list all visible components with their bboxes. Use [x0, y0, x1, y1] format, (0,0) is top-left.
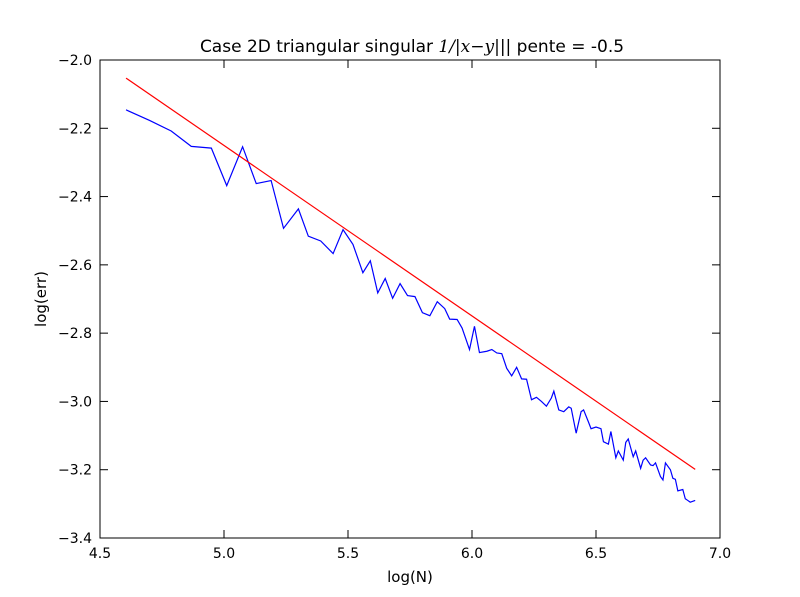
axis-ticks: 4.5 5.0 5.5 6.0 6.5 7.0 −2.0 −2.2 −2.4 −2.6 −2.8 −3…	[58, 53, 731, 562]
title-suffix: || pente = -0.5	[500, 37, 624, 57]
y-tick-label: −2.4	[58, 190, 92, 206]
x-tick-label: 7.0	[709, 546, 731, 562]
x-tick-label: 5.0	[213, 546, 235, 562]
y-tick-label: −2.8	[58, 326, 92, 342]
y-axis-label: log(err)	[32, 271, 50, 327]
plot-area	[125, 77, 696, 503]
chart-title: Case 2D triangular singular 1/|x−y||| pe…	[200, 37, 624, 57]
y-tick-label: −2.6	[58, 258, 92, 274]
x-tick-label: 6.5	[585, 546, 607, 562]
x-tick-label: 4.5	[89, 546, 111, 562]
y-tick-label: −2.0	[58, 53, 92, 69]
y-tick-label: −2.2	[58, 121, 92, 137]
title-math: 1/|x−y|	[438, 37, 499, 57]
x-tick-label: 6.0	[461, 546, 483, 562]
series-line-1	[125, 109, 696, 503]
y-tick-label: −3.4	[58, 531, 92, 547]
y-tick-label: −3.0	[58, 394, 92, 410]
y-tick-label: −3.2	[58, 463, 92, 479]
series-line-2	[125, 77, 696, 470]
plot-frame	[99, 59, 721, 539]
title-main: Case 2D triangular singular	[200, 37, 433, 57]
x-tick-label: 5.5	[337, 546, 359, 562]
x-axis-label: log(N)	[387, 568, 433, 586]
